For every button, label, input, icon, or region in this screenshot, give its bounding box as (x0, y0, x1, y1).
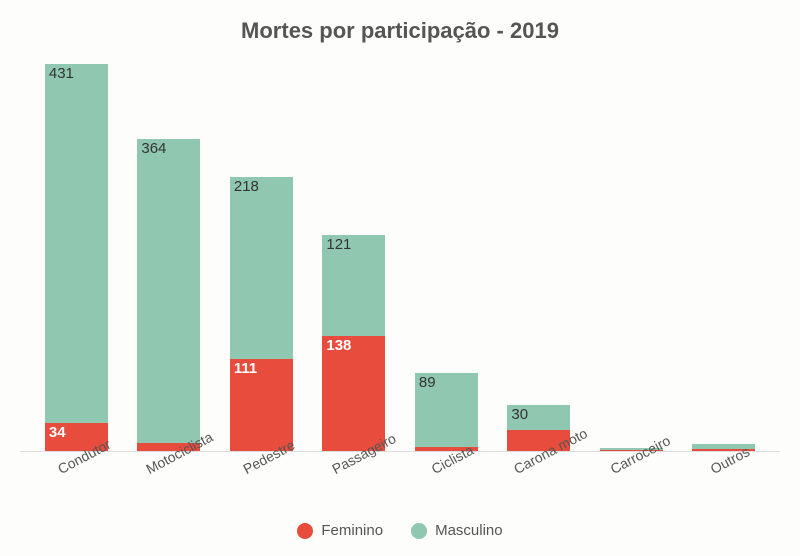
x-label: Motociclista (129, 452, 210, 522)
bar-column: 111 218 (221, 52, 302, 451)
bar-stack: 364 (137, 139, 200, 451)
x-label: Ciclista (406, 452, 487, 522)
x-label: Outros (684, 452, 765, 522)
bar-column: 89 (406, 52, 487, 451)
bar-value-label: 111 (234, 361, 257, 376)
legend-swatch (411, 523, 427, 539)
bar-stack: 89 (415, 373, 478, 451)
bar-value-label: 30 (511, 407, 528, 422)
legend-item-masculino: Masculino (411, 522, 503, 539)
x-label: Passageiro (314, 452, 395, 522)
bar-column: 30 (499, 52, 580, 451)
bar-segment-masculino: 431 (45, 64, 108, 423)
bar-stack: 138 121 (322, 235, 385, 451)
plot-area: 34 431 364 111 218 138 121 89 30 (20, 52, 780, 452)
chart-container: Mortes por participação - 2019 34 431 364 1… (0, 0, 800, 556)
bar-segment-masculino: 218 (230, 177, 293, 359)
bar-value-label: 89 (419, 375, 436, 390)
x-axis-labels: CondutorMotociclistaPedestrePassageiroCi… (20, 452, 780, 522)
bar-value-label: 138 (326, 338, 351, 353)
bar-value-label: 34 (49, 425, 66, 440)
bar-segment-masculino: 121 (322, 235, 385, 336)
bar-column: 138 121 (314, 52, 395, 451)
bar-value-label: 431 (49, 66, 74, 81)
bar-stack: 34 431 (45, 64, 108, 451)
bar-segment-masculino: 364 (137, 139, 200, 442)
bar-column (684, 52, 765, 451)
x-label: Condutor (36, 452, 117, 522)
bar-value-label: 121 (326, 237, 351, 252)
bar-value-label: 218 (234, 179, 259, 194)
bar-segment-feminino: 111 (230, 359, 293, 452)
x-label: Carroceiro (591, 452, 672, 522)
bar-column: 364 (129, 52, 210, 451)
x-label: Pedestre (221, 452, 302, 522)
bar-segment-masculino: 89 (415, 373, 478, 447)
bar-column: 34 431 (36, 52, 117, 451)
legend-item-feminino: Feminino (297, 522, 383, 539)
x-label: Carona moto (499, 452, 580, 522)
bar-stack: 111 218 (230, 177, 293, 451)
legend: Feminino Masculino (20, 522, 780, 539)
bar-segment-feminino: 138 (322, 336, 385, 451)
chart-title: Mortes por participação - 2019 (20, 18, 780, 44)
bar-segment-masculino: 30 (507, 405, 570, 430)
bar-value-label: 364 (141, 141, 166, 156)
legend-swatch (297, 523, 313, 539)
legend-label: Feminino (321, 522, 383, 539)
bar-column (591, 52, 672, 451)
legend-label: Masculino (435, 522, 503, 539)
